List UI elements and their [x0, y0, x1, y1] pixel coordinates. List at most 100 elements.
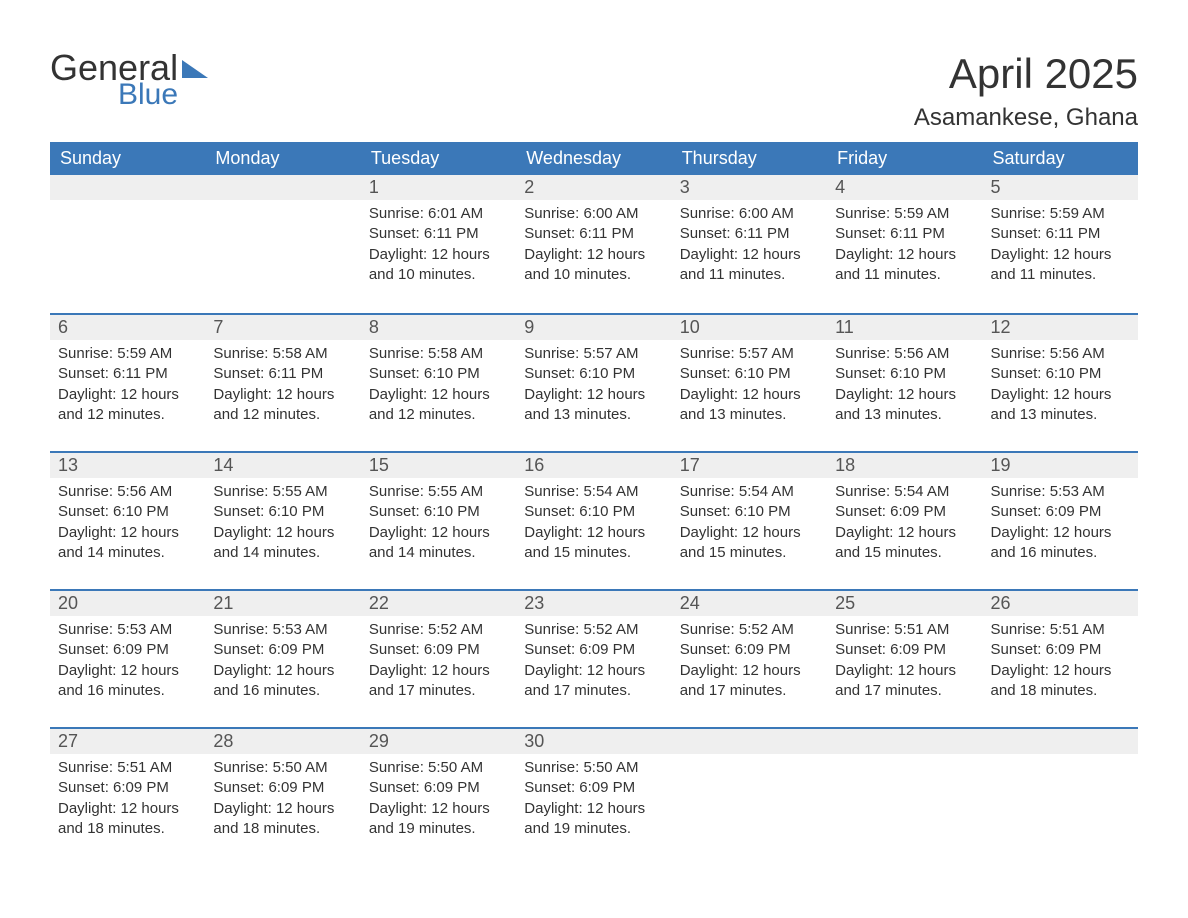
day-number: 3: [672, 175, 827, 200]
logo-text: General Blue: [50, 50, 178, 110]
day-details: Sunrise: 5:53 AMSunset: 6:09 PMDaylight:…: [983, 478, 1138, 569]
day-details: Sunrise: 6:00 AMSunset: 6:11 PMDaylight:…: [516, 200, 671, 291]
day-number: [50, 175, 205, 200]
day-number: 20: [50, 589, 205, 616]
sunrise-line: Sunrise: 5:54 AM: [835, 482, 974, 502]
daylight-line: Daylight: 12 hours and 14 minutes.: [213, 523, 352, 564]
day-number: 5: [983, 175, 1138, 200]
day-cell: 7Sunrise: 5:58 AMSunset: 6:11 PMDaylight…: [205, 313, 360, 451]
sunset-line: Sunset: 6:10 PM: [524, 364, 663, 384]
daylight-line: Daylight: 12 hours and 17 minutes.: [680, 661, 819, 702]
day-cell: [50, 175, 205, 313]
sunrise-line: Sunrise: 5:56 AM: [58, 482, 197, 502]
day-details: Sunrise: 5:51 AMSunset: 6:09 PMDaylight:…: [983, 616, 1138, 707]
daylight-line: Daylight: 12 hours and 13 minutes.: [680, 385, 819, 426]
day-cell: 28Sunrise: 5:50 AMSunset: 6:09 PMDayligh…: [205, 727, 360, 865]
day-cell: 21Sunrise: 5:53 AMSunset: 6:09 PMDayligh…: [205, 589, 360, 727]
day-details: Sunrise: 5:57 AMSunset: 6:10 PMDaylight:…: [672, 340, 827, 431]
day-cell: 12Sunrise: 5:56 AMSunset: 6:10 PMDayligh…: [983, 313, 1138, 451]
sunset-line: Sunset: 6:11 PM: [213, 364, 352, 384]
day-details: Sunrise: 5:55 AMSunset: 6:10 PMDaylight:…: [205, 478, 360, 569]
day-cell: 14Sunrise: 5:55 AMSunset: 6:10 PMDayligh…: [205, 451, 360, 589]
day-details: Sunrise: 5:52 AMSunset: 6:09 PMDaylight:…: [361, 616, 516, 707]
sunrise-line: Sunrise: 6:00 AM: [680, 204, 819, 224]
daylight-line: Daylight: 12 hours and 13 minutes.: [524, 385, 663, 426]
sunset-line: Sunset: 6:10 PM: [680, 364, 819, 384]
week-row: 13Sunrise: 5:56 AMSunset: 6:10 PMDayligh…: [50, 451, 1138, 589]
day-cell: 30Sunrise: 5:50 AMSunset: 6:09 PMDayligh…: [516, 727, 671, 865]
day-details: Sunrise: 5:53 AMSunset: 6:09 PMDaylight:…: [205, 616, 360, 707]
day-number: 30: [516, 727, 671, 754]
sunset-line: Sunset: 6:10 PM: [524, 502, 663, 522]
sunset-line: Sunset: 6:09 PM: [524, 640, 663, 660]
day-number: 19: [983, 451, 1138, 478]
sunset-line: Sunset: 6:10 PM: [369, 502, 508, 522]
sunrise-line: Sunrise: 5:57 AM: [680, 344, 819, 364]
day-details: Sunrise: 5:51 AMSunset: 6:09 PMDaylight:…: [827, 616, 982, 707]
weekday-tuesday: Tuesday: [361, 142, 516, 175]
sunrise-line: Sunrise: 5:55 AM: [369, 482, 508, 502]
day-number: [827, 727, 982, 754]
sunset-line: Sunset: 6:09 PM: [680, 640, 819, 660]
day-details: Sunrise: 5:50 AMSunset: 6:09 PMDaylight:…: [516, 754, 671, 845]
daylight-line: Daylight: 12 hours and 18 minutes.: [213, 799, 352, 840]
day-number: [983, 727, 1138, 754]
calendar-table: Sunday Monday Tuesday Wednesday Thursday…: [50, 142, 1138, 865]
day-number: 26: [983, 589, 1138, 616]
day-details: Sunrise: 5:59 AMSunset: 6:11 PMDaylight:…: [827, 200, 982, 291]
daylight-line: Daylight: 12 hours and 15 minutes.: [524, 523, 663, 564]
daylight-line: Daylight: 12 hours and 13 minutes.: [991, 385, 1130, 426]
sunset-line: Sunset: 6:11 PM: [835, 224, 974, 244]
day-cell: 5Sunrise: 5:59 AMSunset: 6:11 PMDaylight…: [983, 175, 1138, 313]
daylight-line: Daylight: 12 hours and 19 minutes.: [524, 799, 663, 840]
logo: General Blue: [50, 50, 208, 110]
day-cell: 10Sunrise: 5:57 AMSunset: 6:10 PMDayligh…: [672, 313, 827, 451]
day-number: 4: [827, 175, 982, 200]
daylight-line: Daylight: 12 hours and 13 minutes.: [835, 385, 974, 426]
day-details: Sunrise: 5:59 AMSunset: 6:11 PMDaylight:…: [50, 340, 205, 431]
day-number: 12: [983, 313, 1138, 340]
day-number: 21: [205, 589, 360, 616]
day-number: 7: [205, 313, 360, 340]
weekday-thursday: Thursday: [672, 142, 827, 175]
day-cell: 9Sunrise: 5:57 AMSunset: 6:10 PMDaylight…: [516, 313, 671, 451]
week-row: 1Sunrise: 6:01 AMSunset: 6:11 PMDaylight…: [50, 175, 1138, 313]
daylight-line: Daylight: 12 hours and 14 minutes.: [369, 523, 508, 564]
sunset-line: Sunset: 6:10 PM: [680, 502, 819, 522]
sunset-line: Sunset: 6:09 PM: [991, 640, 1130, 660]
day-cell: 17Sunrise: 5:54 AMSunset: 6:10 PMDayligh…: [672, 451, 827, 589]
sunset-line: Sunset: 6:11 PM: [369, 224, 508, 244]
day-details: Sunrise: 5:52 AMSunset: 6:09 PMDaylight:…: [672, 616, 827, 707]
day-details: Sunrise: 5:55 AMSunset: 6:10 PMDaylight:…: [361, 478, 516, 569]
week-row: 20Sunrise: 5:53 AMSunset: 6:09 PMDayligh…: [50, 589, 1138, 727]
day-number: 14: [205, 451, 360, 478]
header: General Blue April 2025 Asamankese, Ghan…: [50, 50, 1138, 132]
day-details: Sunrise: 5:56 AMSunset: 6:10 PMDaylight:…: [827, 340, 982, 431]
sunset-line: Sunset: 6:09 PM: [369, 640, 508, 660]
day-cell: 19Sunrise: 5:53 AMSunset: 6:09 PMDayligh…: [983, 451, 1138, 589]
day-cell: 6Sunrise: 5:59 AMSunset: 6:11 PMDaylight…: [50, 313, 205, 451]
weekday-wednesday: Wednesday: [516, 142, 671, 175]
daylight-line: Daylight: 12 hours and 11 minutes.: [835, 245, 974, 286]
daylight-line: Daylight: 12 hours and 16 minutes.: [213, 661, 352, 702]
day-number: 28: [205, 727, 360, 754]
day-cell: 1Sunrise: 6:01 AMSunset: 6:11 PMDaylight…: [361, 175, 516, 313]
day-number: 6: [50, 313, 205, 340]
daylight-line: Daylight: 12 hours and 16 minutes.: [58, 661, 197, 702]
sunset-line: Sunset: 6:11 PM: [58, 364, 197, 384]
daylight-line: Daylight: 12 hours and 16 minutes.: [991, 523, 1130, 564]
daylight-line: Daylight: 12 hours and 14 minutes.: [58, 523, 197, 564]
sunrise-line: Sunrise: 5:51 AM: [835, 620, 974, 640]
sunrise-line: Sunrise: 5:57 AM: [524, 344, 663, 364]
weekday-friday: Friday: [827, 142, 982, 175]
day-cell: [672, 727, 827, 865]
day-number: 15: [361, 451, 516, 478]
title-block: April 2025 Asamankese, Ghana: [914, 50, 1138, 132]
sunset-line: Sunset: 6:11 PM: [991, 224, 1130, 244]
day-number: [205, 175, 360, 200]
day-cell: 13Sunrise: 5:56 AMSunset: 6:10 PMDayligh…: [50, 451, 205, 589]
day-number: 10: [672, 313, 827, 340]
day-details: [50, 200, 205, 210]
month-title: April 2025: [914, 50, 1138, 98]
daylight-line: Daylight: 12 hours and 15 minutes.: [835, 523, 974, 564]
